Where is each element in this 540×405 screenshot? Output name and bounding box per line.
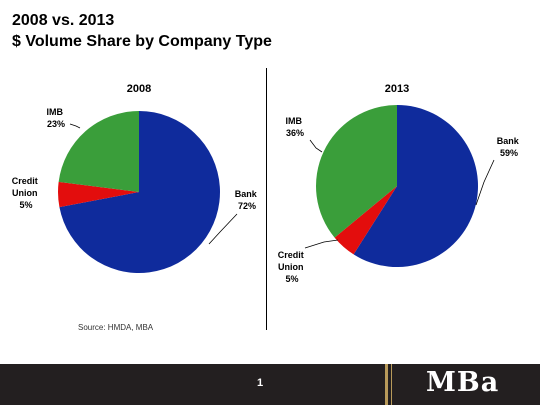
label-bank-2013-value: 59% [500,148,518,158]
pie-slice-2013-credit-union [334,186,397,255]
label-bank-2008: Bank 72% [235,189,260,211]
label-bank-2008-name: Bank [235,189,258,199]
leader-imb-2008 [69,123,81,129]
pie-slice-2008-imb [58,111,139,192]
label-cu-2008-line1: Credit [12,176,38,186]
title-line-2: $ Volume Share by Company Type [12,33,272,50]
leader-bank-2013 [475,159,495,206]
label-cu-2008-line2: Union [12,188,38,198]
pie-slice-2013-bank [353,105,479,267]
label-imb-2013-name: IMB [285,116,302,126]
footer-bar: 1 MBa [0,364,540,405]
chart-title-2008: 2008 [127,83,151,95]
page-number: 1 [256,377,264,389]
page-title: 2008 vs. 2013 $ Volume Share by Company … [12,10,272,52]
label-imb-2008: IMB 23% [46,107,65,129]
label-cu-2008: Credit Union 5% [12,176,41,210]
label-imb-2013: IMB 36% [285,116,304,138]
source-note: Source: HMDA, MBA [78,323,154,332]
mba-logo: MBa [426,367,500,398]
label-imb-2008-value: 23% [47,119,65,129]
label-cu-2013-line2: Union [278,262,304,272]
pie-slice-2008-credit-union [57,181,139,208]
label-cu-2013-value: 5% [285,274,298,284]
label-imb-2008-name: IMB [46,107,63,117]
leader-bank-2008 [208,213,238,245]
label-cu-2013-line1: Credit [278,250,304,260]
pie-slice-2013-imb [316,105,397,238]
chart-title-2013: 2013 [385,83,409,95]
pie-charts: 2008 IMB 23% Credit Union 5% Bank 72% 20… [12,83,522,284]
footer-accent-bar [385,364,388,405]
leader-imb-2013 [309,139,323,153]
title-line-1: 2008 vs. 2013 [12,12,115,29]
footer-accent-line [391,364,392,405]
label-cu-2013: Credit Union 5% [278,250,307,284]
pie-slice-2008-bank [59,111,220,273]
chart-divider [266,68,267,330]
label-bank-2013-name: Bank [497,136,520,146]
label-bank-2008-value: 72% [238,201,256,211]
pie-2013 [316,105,479,267]
label-cu-2008-value: 5% [19,200,32,210]
leader-cu-2013 [304,239,339,249]
label-imb-2013-value: 36% [286,128,304,138]
label-bank-2013: Bank 59% [497,136,522,158]
pie-2008 [57,111,220,273]
